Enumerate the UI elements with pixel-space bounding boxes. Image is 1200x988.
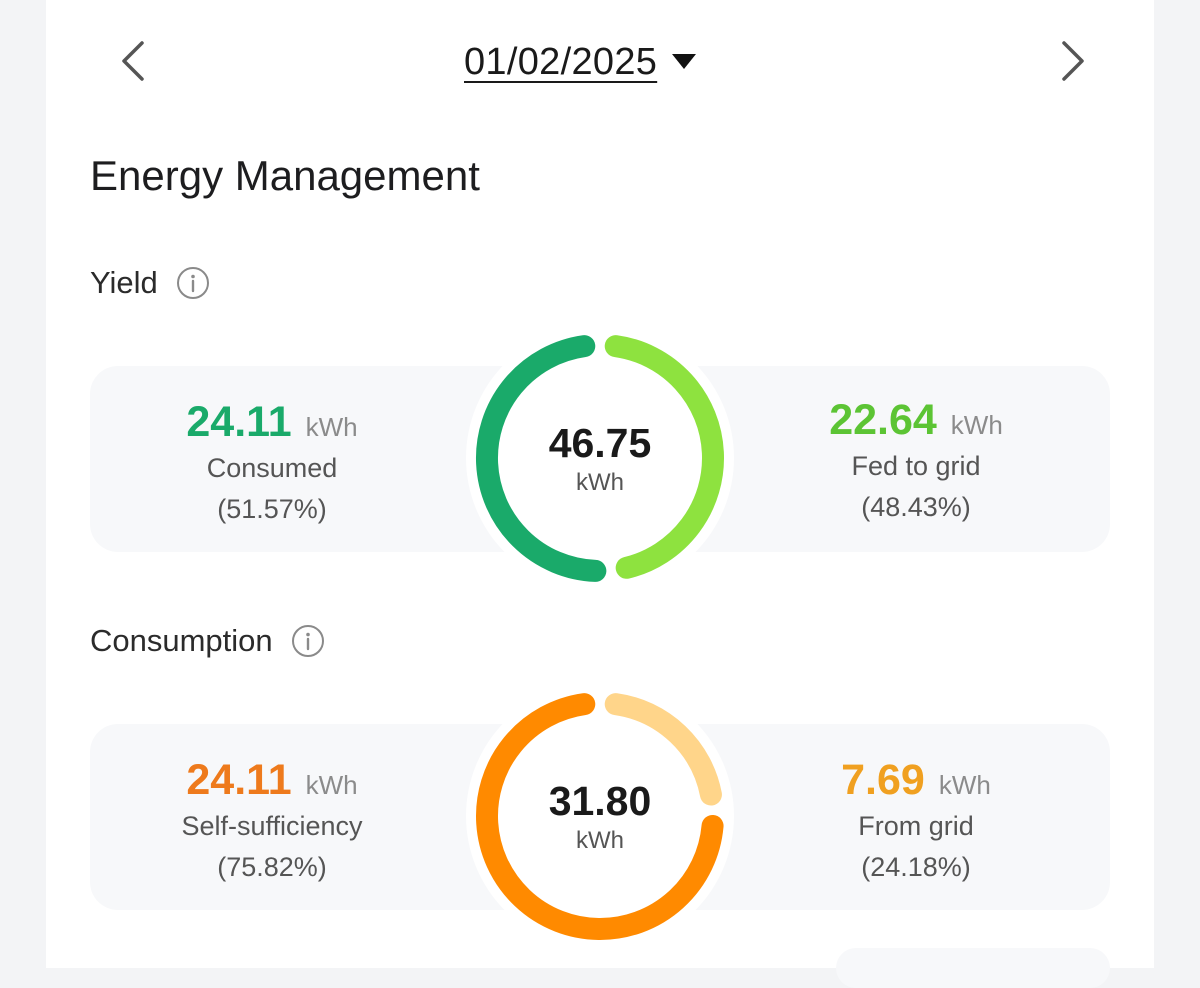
consumed-unit: kWh bbox=[305, 412, 358, 442]
consumption-donut-chart: 31.80 kWh bbox=[466, 682, 734, 950]
page-title: Energy Management bbox=[90, 152, 480, 199]
fed-to-grid-unit: kWh bbox=[950, 410, 1003, 440]
self-sufficiency-unit: kWh bbox=[305, 770, 358, 800]
consumption-section-label: Consumption bbox=[90, 623, 325, 659]
self-sufficiency-percent: (75.82%) bbox=[217, 852, 327, 882]
consumption-total-unit: kWh bbox=[576, 826, 624, 854]
fed-to-grid-stat: 22.64 kWh Fed to grid (48.43%) bbox=[766, 396, 1066, 523]
consumed-stat: 24.11 kWh Consumed (51.57%) bbox=[122, 398, 422, 525]
energy-card: 01/02/2025 Energy Management Yield 24.11… bbox=[46, 0, 1154, 988]
consumed-label: Consumed bbox=[206, 453, 338, 483]
self-sufficiency-label: Self-sufficiency bbox=[181, 811, 363, 841]
date-selector[interactable]: 01/02/2025 bbox=[464, 38, 697, 86]
from-grid-percent: (24.18%) bbox=[861, 852, 971, 882]
chevron-right-icon bbox=[1062, 41, 1084, 81]
consumed-value: 24.11 bbox=[186, 398, 292, 446]
next-panel-edge bbox=[836, 948, 1110, 988]
chevron-left-icon bbox=[122, 41, 144, 81]
previous-day-button[interactable] bbox=[116, 38, 156, 84]
yield-total-value: 46.75 bbox=[548, 419, 652, 466]
yield-consumed-arc bbox=[476, 335, 607, 582]
fed-to-grid-percent: (48.43%) bbox=[861, 492, 971, 522]
consumption-label: Consumption bbox=[90, 623, 273, 658]
info-icon[interactable] bbox=[291, 624, 325, 658]
self-sufficiency-value: 24.11 bbox=[186, 756, 292, 804]
from-grid-value: 7.69 bbox=[841, 756, 925, 804]
consumption-total-value: 31.80 bbox=[548, 777, 652, 824]
yield-donut-chart: 46.75 kWh bbox=[466, 324, 734, 592]
from-grid-stat: 7.69 kWh From grid (24.18%) bbox=[766, 756, 1066, 883]
consumption-self-sufficiency-arc bbox=[476, 693, 724, 940]
consumption-from-grid-arc bbox=[604, 693, 722, 806]
info-icon[interactable] bbox=[176, 266, 210, 300]
yield-section-label: Yield bbox=[90, 265, 210, 301]
yield-fed-arc bbox=[604, 335, 724, 579]
yield-label: Yield bbox=[90, 265, 158, 300]
next-day-button[interactable] bbox=[1052, 38, 1092, 84]
date-text: 01/02/2025 bbox=[464, 40, 658, 83]
caret-down-icon bbox=[672, 54, 697, 69]
date-navigation-bar: 01/02/2025 bbox=[46, 0, 1154, 100]
self-sufficiency-stat: 24.11 kWh Self-sufficiency (75.82%) bbox=[122, 756, 422, 883]
consumed-percent: (51.57%) bbox=[217, 494, 327, 524]
from-grid-unit: kWh bbox=[938, 770, 991, 800]
fed-to-grid-label: Fed to grid bbox=[851, 451, 981, 481]
fed-to-grid-value: 22.64 bbox=[829, 396, 937, 444]
yield-total-unit: kWh bbox=[576, 468, 624, 496]
from-grid-label: From grid bbox=[858, 811, 974, 841]
